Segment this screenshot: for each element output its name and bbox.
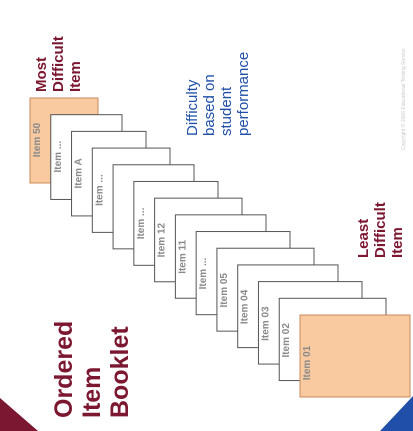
least-difficult-line-1: Least	[355, 218, 372, 258]
item-page-label: Item ...	[198, 257, 209, 289]
difficulty-note-line-3: student	[218, 86, 235, 136]
most-difficult-line-1: Most	[33, 57, 50, 92]
item-page-label: Item 05	[219, 273, 230, 308]
booklet-title: Ordered Item Booklet	[50, 321, 134, 418]
least-difficult-label: Least Difficult Item	[355, 202, 406, 258]
item-page-label: Item 03	[260, 306, 271, 341]
item-page-label: Item ...	[136, 207, 147, 239]
item-page-label: Item 11	[177, 239, 188, 273]
item-page-label: Item 12	[157, 222, 168, 257]
item-page-label: Item 04	[240, 289, 251, 324]
most-difficult-line-2: Difficult	[50, 36, 67, 92]
booklet-title-line-2: Item	[78, 366, 106, 418]
item-page-sheet	[299, 314, 411, 398]
item-page-label: Item 02	[281, 323, 292, 358]
item-page: Item 01	[299, 314, 411, 398]
booklet-title-line-3: Booklet	[106, 326, 134, 418]
least-difficult-line-2: Difficult	[372, 202, 389, 258]
difficulty-note-line-1: Difficulty	[184, 79, 201, 136]
difficulty-note-line-2: based on	[201, 74, 218, 136]
bottom-left-maroon-corner	[0, 398, 38, 431]
difficulty-note: Difficulty based on student performance	[184, 52, 252, 136]
difficulty-note-line-4: performance	[235, 51, 252, 136]
item-page-label: Item A	[74, 158, 85, 188]
most-difficult-line-3: Item	[67, 61, 84, 92]
most-difficult-label: Most Difficult Item	[33, 36, 84, 92]
item-page-label: Item ...	[53, 141, 64, 173]
bottom-right-blue-corner	[380, 396, 413, 431]
least-difficult-line-3: Item	[389, 227, 406, 258]
copyright-text: Copyright © 2006 Educational Testing Ser…	[401, 48, 407, 150]
booklet-title-line-1: Ordered	[50, 320, 78, 418]
item-page-label: Item 01	[302, 345, 313, 380]
item-page-label: Item ...	[94, 174, 105, 206]
item-page-label: Item 50	[32, 122, 43, 157]
